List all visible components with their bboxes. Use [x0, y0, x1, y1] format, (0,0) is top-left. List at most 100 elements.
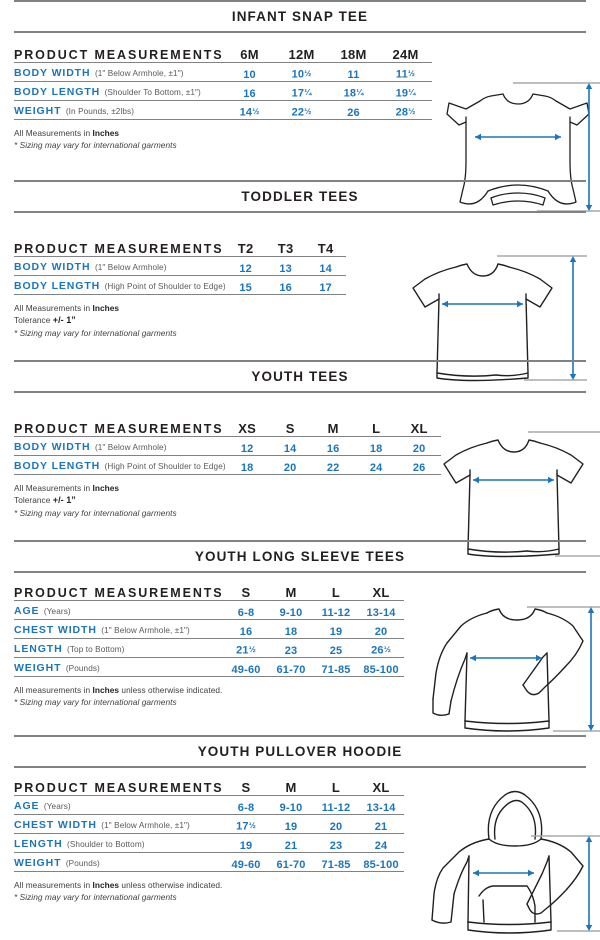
- section-body: PRODUCT MEASUREMENTS S M L XL AGE (Years) 6-8 9…: [0, 768, 600, 934]
- cell-value: 19¼: [395, 87, 416, 100]
- footnote-tolerance: Tolerance +/- 1”: [14, 494, 441, 507]
- row-label-text: BODY LENGTH: [14, 86, 101, 98]
- cell-value: 17½: [236, 820, 257, 833]
- footnote-units-post: unless otherwise indicated.: [119, 685, 223, 695]
- table-header-row: PRODUCT MEASUREMENTS S M L XL: [14, 585, 404, 601]
- cell-value: 85-100: [363, 859, 399, 871]
- cell-value: 25: [329, 645, 343, 657]
- cell-value: 21½: [236, 644, 257, 657]
- section-body: PRODUCT MEASUREMENTS S M L XL AGE (Years) 6-8 9…: [0, 573, 600, 732]
- row-label-note: (Top to Bottom): [67, 645, 125, 654]
- section-title: YOUTH TEES: [251, 369, 349, 384]
- row-label-text: BODY WIDTH: [14, 261, 91, 273]
- cell-value: 23: [284, 645, 298, 657]
- cell-value: 6-8: [237, 802, 255, 814]
- row-label-note: (1" Below Armhole): [94, 443, 167, 452]
- cell-value: 49-60: [231, 664, 261, 676]
- header-size-m: M: [327, 421, 339, 436]
- section-divider-bottom: [14, 211, 586, 213]
- cell-value: 18: [369, 443, 383, 455]
- footnote-units: All Measurements in Inches: [14, 482, 441, 494]
- header-size-xs: XS: [238, 421, 257, 436]
- footnote-units: All Measurements in Inches: [14, 302, 346, 314]
- row-label-text: LENGTH: [14, 643, 63, 655]
- measurements-table: PRODUCT MEASUREMENTS S M L XL AGE (Years) 6-8 9…: [14, 780, 404, 872]
- header-size-t4: T4: [317, 241, 334, 256]
- youth-long-sleeve-tee-illustration: [431, 606, 600, 732]
- cell-value: 71-85: [321, 859, 351, 871]
- youth-pullover-hoodie-illustration: [430, 790, 600, 934]
- table-row: WEIGHT (Pounds) 49-60 61-70 71-85 85-100: [14, 657, 404, 677]
- cell-value: 11: [347, 69, 360, 81]
- header-size-s: S: [285, 421, 295, 436]
- table-row: BODY WIDTH (1" Below Armhole, ±1") 10 10½ 1…: [14, 62, 432, 82]
- measurements-table: PRODUCT MEASUREMENTS XS S M L XL BODY WIDTH (1…: [14, 421, 441, 475]
- header-size-s: S: [241, 780, 251, 795]
- row-label-text: BODY WIDTH: [14, 441, 91, 453]
- row-label-text: CHEST WIDTH: [14, 819, 97, 831]
- table-row: AGE (Years) 6-8 9-10 11-12 13-14: [14, 795, 404, 815]
- cell-value: 49-60: [231, 859, 261, 871]
- footnotes: All measurements in Inches unless otherw…: [14, 677, 404, 708]
- cell-value: 16: [279, 282, 292, 294]
- header-product-measurements: PRODUCT MEASUREMENTS: [14, 781, 224, 795]
- row-label-age: AGE (Years): [14, 796, 224, 815]
- row-label-text: CHEST WIDTH: [14, 624, 97, 636]
- table-row: WEIGHT (Pounds) 49-60 61-70 71-85 85-100: [14, 852, 404, 872]
- cell-value: 71-85: [321, 664, 351, 676]
- footnotes: All measurements in Inches unless otherw…: [14, 872, 404, 903]
- row-label-text: AGE: [14, 605, 40, 617]
- row-label-note: (High Point of Shoulder to Edge): [104, 462, 226, 471]
- row-label-note: (1" Below Armhole): [94, 263, 167, 272]
- table-row: CHEST WIDTH (1" Below Armhole, ±1") 17½ 19…: [14, 814, 404, 834]
- row-label-note: (Pounds): [65, 859, 100, 868]
- measurements-table: PRODUCT MEASUREMENTS 6M 12M 18M 24M BODY WIDT…: [14, 47, 432, 120]
- cell-value: 13-14: [366, 802, 396, 814]
- row-label-text: BODY LENGTH: [14, 280, 101, 292]
- row-label-chest-width: CHEST WIDTH (1" Below Armhole, ±1"): [14, 620, 224, 639]
- row-label-length: LENGTH (Shoulder to Bottom): [14, 834, 224, 853]
- footnotes: All Measurements in Inches * Sizing may v…: [14, 120, 432, 151]
- section-infant-snap-tee: INFANT SNAP TEE PRODUCT MEASUREMENTS 6M 12M…: [0, 0, 600, 212]
- footnote-units-post: unless otherwise indicated.: [119, 880, 223, 890]
- table-row: BODY WIDTH (1" Below Armhole) 12 14 16 18 20: [14, 436, 441, 456]
- section-title: YOUTH LONG SLEEVE TEES: [194, 549, 406, 564]
- row-label-body-length: BODY LENGTH (Shoulder To Bottom, ±1"): [14, 82, 224, 101]
- row-label-age: AGE (Years): [14, 601, 224, 620]
- table-row: CHEST WIDTH (1" Below Armhole, ±1") 16 18 1…: [14, 619, 404, 639]
- measurements-table-container: PRODUCT MEASUREMENTS 6M 12M 18M 24M BODY WIDT…: [0, 33, 432, 151]
- table-row: BODY WIDTH (1" Below Armhole) 12 13 14: [14, 256, 346, 276]
- row-label-body-width: BODY WIDTH (1" Below Armhole): [14, 437, 226, 456]
- cell-value: 22: [326, 462, 340, 474]
- garment-illustration: [399, 245, 589, 390]
- footnote-units-pre: All Measurements in: [14, 303, 93, 313]
- cell-value: 61-70: [276, 664, 306, 676]
- footnote-units: All measurements in Inches unless otherw…: [14, 879, 404, 891]
- table-row: LENGTH (Top to Bottom) 21½ 23 25 26½: [14, 638, 404, 658]
- header-product-measurements: PRODUCT MEASUREMENTS: [14, 48, 224, 62]
- garment-illustration: [430, 421, 600, 566]
- section-body: PRODUCT MEASUREMENTS T2 T3 T4 BODY WIDTH (1"…: [0, 213, 600, 382]
- section-youth-pullover-hoodie: YOUTH PULLOVER HOODIE PRODUCT MEASUREMENT…: [0, 735, 600, 934]
- row-label-note: (1" Below Armhole, ±1"): [94, 69, 184, 78]
- section-divider-bottom: [14, 766, 586, 768]
- cell-value: 11-12: [321, 607, 351, 619]
- row-label-body-width: BODY WIDTH (1" Below Armhole, ±1"): [14, 63, 224, 82]
- measurements-table-container: PRODUCT MEASUREMENTS S M L XL AGE (Years) 6-8 9…: [0, 573, 404, 708]
- cell-value: 18: [240, 462, 254, 474]
- table-row: BODY LENGTH (Shoulder To Bottom, ±1") 16 1…: [14, 81, 432, 101]
- table-row: LENGTH (Shoulder to Bottom) 19 21 23 24: [14, 833, 404, 853]
- measurements-table-container: PRODUCT MEASUREMENTS T2 T3 T4 BODY WIDTH (1"…: [0, 213, 346, 339]
- row-label-note: (High Point of Shoulder to Edge): [104, 282, 226, 291]
- section-toddler-tees: TODDLER TEES PRODUCT MEASUREMENTS T2 T3 T4 BO…: [0, 180, 600, 382]
- cell-value: 17: [319, 282, 332, 294]
- footnote-units-pre: All Measurements in: [14, 128, 93, 138]
- section-title: TODDLER TEES: [241, 189, 359, 204]
- row-label-note: (Pounds): [65, 664, 100, 673]
- row-label-note: (Years): [43, 607, 71, 616]
- footnote-tolerance: Tolerance +/- 1”: [14, 314, 346, 327]
- row-label-text: AGE: [14, 800, 40, 812]
- cell-value: 19: [284, 821, 298, 833]
- footnote-international: * Sizing may vary for international garm…: [14, 140, 177, 151]
